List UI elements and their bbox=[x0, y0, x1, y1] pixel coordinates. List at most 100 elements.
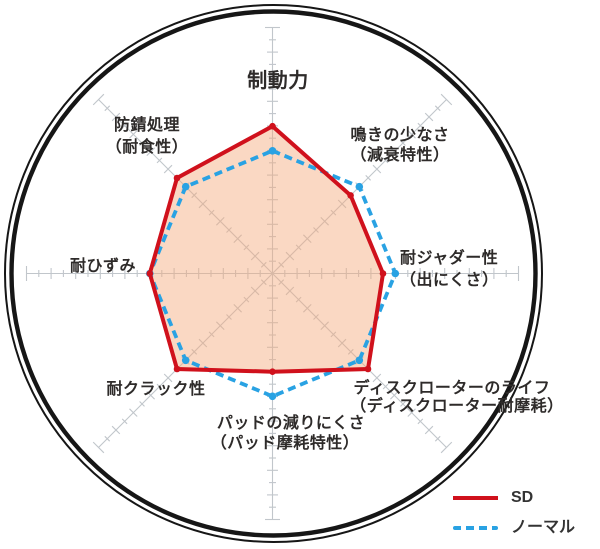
axis-label-4-line-1: ディスクローターのライフ bbox=[354, 378, 551, 397]
normal-vertex-dot bbox=[355, 182, 364, 191]
radar-axis-tick bbox=[382, 157, 389, 164]
radar-axis-tick bbox=[337, 199, 347, 209]
normal-vertex-dot bbox=[181, 356, 190, 365]
radar-axis-tick bbox=[278, 279, 285, 286]
radar-axis-tick bbox=[92, 93, 105, 106]
radar-axis-tick bbox=[121, 122, 128, 129]
sd-vertex-dot bbox=[364, 365, 372, 373]
radar-axis-tick bbox=[390, 391, 399, 400]
radar-axis-tick bbox=[198, 338, 208, 348]
radar-axis-tick bbox=[156, 383, 163, 390]
radar-axis-tick bbox=[347, 348, 354, 355]
legend: SD ノーマル bbox=[453, 488, 575, 538]
normal-vertex-dot bbox=[268, 147, 277, 155]
radar-axis-tick bbox=[146, 391, 155, 400]
radar-axis-tick bbox=[191, 192, 198, 199]
radar-axis-tick bbox=[440, 441, 453, 454]
normal-line-swatch bbox=[453, 526, 498, 530]
radar-axis-tick bbox=[250, 251, 260, 261]
radar-axis-tick bbox=[233, 234, 242, 243]
radar-axis-tick bbox=[260, 279, 267, 286]
radar-axis-tick bbox=[243, 244, 250, 251]
radar-axis-tick bbox=[407, 408, 416, 417]
normal-vertex-dot bbox=[181, 182, 190, 191]
radar-axis-tick bbox=[417, 122, 424, 129]
radar-axis-tick bbox=[260, 261, 267, 268]
sd-vertex-dot bbox=[379, 270, 387, 277]
radar-axis-tick bbox=[111, 112, 121, 122]
radar-axis-tick bbox=[129, 130, 138, 139]
radar-axis-tick bbox=[111, 425, 121, 435]
radar-axis-tick bbox=[337, 338, 347, 348]
radar-axis-tick bbox=[250, 286, 260, 296]
radar-axis-tick bbox=[233, 304, 242, 313]
radar-axis-tick bbox=[330, 331, 337, 338]
radar-axis-tick bbox=[285, 286, 295, 296]
radar-axis-tick bbox=[303, 234, 312, 243]
sd-area bbox=[149, 126, 383, 372]
sd-vertex-dot bbox=[173, 365, 181, 373]
radar-axis-tick bbox=[208, 209, 215, 216]
axis-label-3-line-2: （出にくさ） bbox=[400, 270, 499, 289]
axis-label-8-line-2: （耐食性） bbox=[106, 137, 189, 156]
sd-vertex-dot bbox=[146, 270, 154, 277]
radar-axis-tick bbox=[104, 435, 111, 442]
sd-series bbox=[146, 122, 387, 376]
radar-axis-tick bbox=[407, 130, 416, 139]
sd-vertex-dot bbox=[347, 192, 354, 199]
radar-axis-tick bbox=[440, 93, 453, 106]
radar-axis-tick bbox=[372, 373, 382, 383]
radar-axis-tick bbox=[163, 164, 173, 174]
radar-axis-tick bbox=[295, 244, 302, 251]
radar-axis-tick bbox=[121, 418, 128, 425]
legend-label-sd: SD bbox=[511, 489, 534, 506]
normal-vertex-dot bbox=[355, 356, 364, 365]
axis-label-5-line-2: （パッド摩耗特性） bbox=[211, 433, 360, 452]
radar-axis-tick bbox=[400, 140, 406, 146]
radar-axis-tick bbox=[417, 418, 424, 425]
radar-axis-tick bbox=[226, 227, 232, 233]
radar-axis-tick bbox=[92, 441, 105, 454]
radar-axis-tick bbox=[191, 348, 198, 355]
radar-axis-tick bbox=[226, 314, 232, 320]
axis-label-4-line-2: （ディスクローター耐摩耗） bbox=[350, 396, 563, 415]
radar-axis-tick bbox=[129, 408, 138, 417]
axis-label-2-line-1: 鳴きの少なさ bbox=[350, 125, 449, 144]
sd-line-swatch bbox=[453, 496, 498, 500]
legend-item-sd: SD bbox=[453, 488, 575, 508]
axis-label-7-line-1: 耐ひずみ bbox=[70, 256, 136, 275]
radar-axis-tick bbox=[424, 425, 434, 435]
radar-axis-tick bbox=[390, 147, 399, 156]
radar-axis-tick bbox=[278, 261, 285, 268]
radar-axis-tick bbox=[372, 164, 382, 174]
axis-label-3-line-1: 耐ジャダー性 bbox=[400, 248, 498, 267]
axis-label-8-line-1: 防錆処理 bbox=[114, 115, 180, 134]
radar-axis-tick bbox=[216, 217, 225, 226]
sd-vertex-dot bbox=[269, 122, 276, 130]
legend-label-normal: ノーマル bbox=[511, 519, 576, 536]
radar-axis-tick bbox=[434, 435, 441, 442]
radar-axis-tick bbox=[320, 321, 329, 330]
radar-axis-tick bbox=[313, 314, 319, 320]
radar-axis-tick bbox=[295, 296, 302, 303]
radar-axis-tick bbox=[320, 217, 329, 226]
radar-axis-tick bbox=[382, 383, 389, 390]
rotor-ring bbox=[4, 4, 543, 543]
normal-vertex-dot bbox=[391, 269, 400, 278]
radar-axis-tick bbox=[303, 304, 312, 313]
radar-axis-tick bbox=[139, 140, 145, 146]
axis-label-6-line-1: 耐クラック性 bbox=[106, 379, 205, 398]
radar-axis-tick bbox=[313, 227, 319, 233]
radar-axis-tick bbox=[146, 147, 155, 156]
radar-axis-tick bbox=[434, 105, 441, 112]
normal-line bbox=[147, 148, 398, 399]
radar-axis-tick bbox=[365, 175, 371, 181]
sd-vertex-dot bbox=[269, 368, 276, 376]
radar-axis-tick bbox=[198, 199, 208, 209]
radar-axis-tick bbox=[243, 296, 250, 303]
legend-item-normal: ノーマル bbox=[453, 518, 575, 538]
radar-axis-tick bbox=[285, 251, 295, 261]
radar-axis-tick bbox=[400, 401, 406, 407]
